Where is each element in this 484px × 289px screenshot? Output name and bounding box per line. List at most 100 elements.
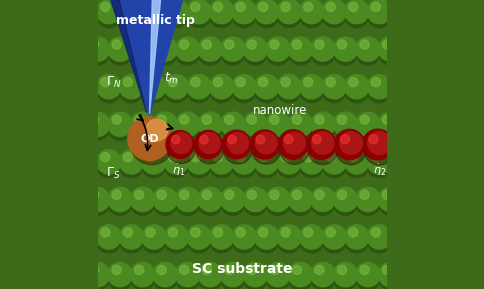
- Circle shape: [367, 229, 392, 253]
- Circle shape: [311, 116, 335, 140]
- Circle shape: [322, 3, 347, 27]
- Circle shape: [90, 190, 99, 199]
- Circle shape: [74, 0, 98, 24]
- Circle shape: [256, 135, 265, 144]
- Circle shape: [228, 135, 236, 144]
- Circle shape: [288, 262, 313, 287]
- Text: QD: QD: [140, 134, 159, 144]
- Circle shape: [345, 153, 369, 178]
- Circle shape: [176, 116, 200, 140]
- Circle shape: [168, 2, 178, 12]
- Circle shape: [112, 40, 121, 49]
- Circle shape: [333, 41, 358, 65]
- Circle shape: [108, 266, 132, 289]
- Circle shape: [255, 78, 279, 103]
- Circle shape: [288, 112, 313, 136]
- Circle shape: [90, 265, 99, 275]
- Circle shape: [168, 77, 178, 87]
- Circle shape: [74, 225, 98, 249]
- Circle shape: [345, 3, 369, 27]
- Circle shape: [123, 153, 133, 162]
- Circle shape: [198, 116, 222, 140]
- Circle shape: [108, 116, 132, 140]
- Circle shape: [255, 132, 277, 154]
- Circle shape: [378, 112, 403, 136]
- Circle shape: [101, 2, 110, 12]
- Circle shape: [108, 262, 132, 287]
- Circle shape: [281, 77, 290, 87]
- Circle shape: [300, 229, 324, 253]
- Circle shape: [277, 150, 301, 174]
- Polygon shape: [150, 0, 161, 114]
- Circle shape: [85, 37, 110, 61]
- Circle shape: [250, 130, 279, 159]
- Circle shape: [356, 37, 380, 61]
- Circle shape: [348, 228, 358, 237]
- Circle shape: [176, 262, 200, 287]
- Circle shape: [157, 115, 166, 124]
- Circle shape: [390, 3, 414, 27]
- Text: metallic tip: metallic tip: [116, 14, 195, 27]
- Circle shape: [67, 40, 76, 49]
- Circle shape: [356, 262, 380, 287]
- Circle shape: [360, 190, 369, 199]
- Circle shape: [210, 150, 234, 174]
- Circle shape: [180, 115, 189, 124]
- Circle shape: [187, 75, 211, 99]
- Circle shape: [153, 37, 177, 61]
- Circle shape: [63, 262, 87, 287]
- Circle shape: [191, 153, 200, 162]
- Circle shape: [333, 112, 358, 136]
- Circle shape: [74, 229, 98, 253]
- Circle shape: [378, 191, 403, 215]
- Text: $\dot{\eta}_1$: $\dot{\eta}_1$: [172, 162, 185, 178]
- Circle shape: [232, 225, 256, 249]
- Circle shape: [123, 2, 133, 12]
- Circle shape: [311, 112, 335, 136]
- Text: $\Gamma_S$: $\Gamma_S$: [106, 166, 121, 181]
- Circle shape: [97, 229, 121, 253]
- Circle shape: [153, 266, 177, 289]
- Circle shape: [108, 191, 132, 215]
- Circle shape: [311, 187, 335, 212]
- Circle shape: [119, 78, 143, 103]
- Circle shape: [368, 131, 391, 155]
- Circle shape: [225, 265, 234, 275]
- Circle shape: [322, 78, 347, 103]
- Circle shape: [101, 153, 110, 162]
- Circle shape: [168, 153, 178, 162]
- Circle shape: [210, 229, 234, 253]
- Circle shape: [367, 150, 392, 174]
- Text: $\Gamma_N$: $\Gamma_N$: [106, 75, 121, 90]
- Circle shape: [85, 116, 110, 140]
- Circle shape: [270, 40, 279, 49]
- Circle shape: [78, 228, 88, 237]
- Circle shape: [164, 229, 189, 253]
- Circle shape: [367, 78, 392, 103]
- Circle shape: [266, 191, 290, 215]
- Circle shape: [247, 190, 257, 199]
- Circle shape: [243, 191, 268, 215]
- Circle shape: [135, 190, 144, 199]
- Circle shape: [281, 153, 290, 162]
- Circle shape: [97, 150, 121, 174]
- Circle shape: [322, 229, 347, 253]
- Circle shape: [221, 262, 245, 287]
- Circle shape: [371, 77, 380, 87]
- Circle shape: [333, 262, 358, 287]
- Circle shape: [255, 225, 279, 249]
- Circle shape: [345, 78, 369, 103]
- Circle shape: [85, 191, 110, 215]
- Circle shape: [378, 187, 403, 212]
- Circle shape: [326, 153, 335, 162]
- Circle shape: [390, 75, 414, 99]
- Circle shape: [187, 3, 211, 27]
- Circle shape: [164, 0, 189, 24]
- Circle shape: [232, 150, 256, 174]
- Circle shape: [135, 40, 144, 49]
- Circle shape: [164, 75, 189, 99]
- Circle shape: [337, 115, 347, 124]
- Circle shape: [288, 37, 313, 61]
- Circle shape: [78, 153, 88, 162]
- Circle shape: [171, 133, 192, 153]
